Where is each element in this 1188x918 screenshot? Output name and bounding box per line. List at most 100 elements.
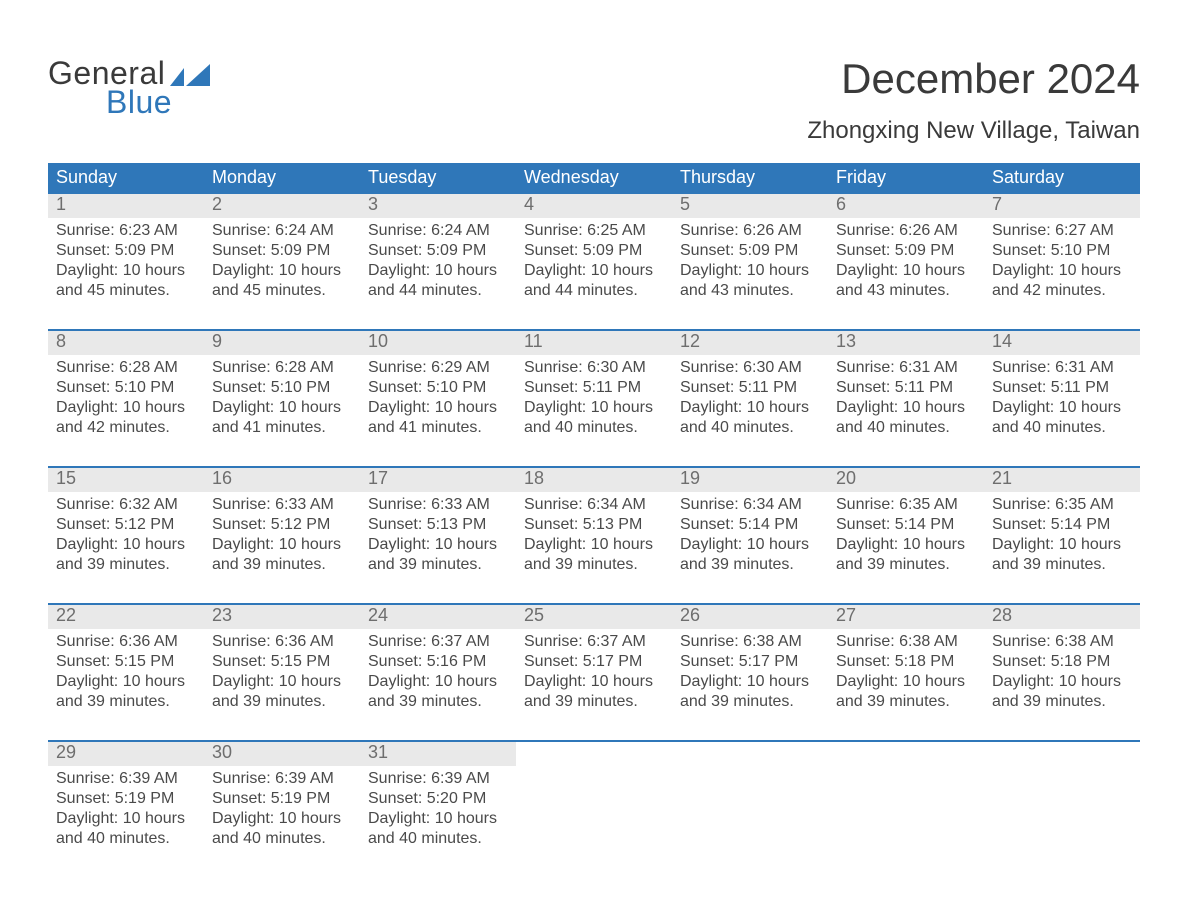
day-number-cell: 3 xyxy=(360,194,516,218)
daylight-text-1: Daylight: 10 hours xyxy=(992,535,1132,555)
daylight-text-1: Daylight: 10 hours xyxy=(56,398,196,418)
day-number-cell: 13 xyxy=(828,331,984,355)
daylight-text-1: Daylight: 10 hours xyxy=(212,261,352,281)
daylight-text-1: Daylight: 10 hours xyxy=(524,535,664,555)
sunrise-text: Sunrise: 6:34 AM xyxy=(680,495,820,515)
sunrise-text: Sunrise: 6:35 AM xyxy=(992,495,1132,515)
day-data-cell: Sunrise: 6:37 AMSunset: 5:17 PMDaylight:… xyxy=(516,629,672,741)
day-number-cell: 5 xyxy=(672,194,828,218)
day-number-row: 15161718192021 xyxy=(48,468,1140,492)
daylight-text-2: and 44 minutes. xyxy=(368,281,508,301)
dayhead-sun: Sunday xyxy=(48,163,204,194)
sunrise-text: Sunrise: 6:28 AM xyxy=(212,358,352,378)
day-data-cell: Sunrise: 6:39 AMSunset: 5:19 PMDaylight:… xyxy=(48,766,204,857)
daylight-text-2: and 43 minutes. xyxy=(836,281,976,301)
daylight-text-1: Daylight: 10 hours xyxy=(836,261,976,281)
day-header-row: Sunday Monday Tuesday Wednesday Thursday… xyxy=(48,163,1140,194)
day-number-cell xyxy=(828,742,984,766)
sunset-text: Sunset: 5:11 PM xyxy=(992,378,1132,398)
sunrise-text: Sunrise: 6:32 AM xyxy=(56,495,196,515)
day-data-cell: Sunrise: 6:36 AMSunset: 5:15 PMDaylight:… xyxy=(204,629,360,741)
day-data-cell: Sunrise: 6:28 AMSunset: 5:10 PMDaylight:… xyxy=(204,355,360,467)
day-number-cell: 8 xyxy=(48,331,204,355)
day-data-cell: Sunrise: 6:39 AMSunset: 5:19 PMDaylight:… xyxy=(204,766,360,857)
sunrise-text: Sunrise: 6:27 AM xyxy=(992,221,1132,241)
sunset-text: Sunset: 5:18 PM xyxy=(836,652,976,672)
day-data-row: Sunrise: 6:39 AMSunset: 5:19 PMDaylight:… xyxy=(48,766,1140,857)
daylight-text-1: Daylight: 10 hours xyxy=(992,398,1132,418)
day-data-cell: Sunrise: 6:31 AMSunset: 5:11 PMDaylight:… xyxy=(984,355,1140,467)
day-data-cell xyxy=(672,766,828,857)
day-number-cell: 24 xyxy=(360,605,516,629)
day-number-cell: 7 xyxy=(984,194,1140,218)
daylight-text-2: and 39 minutes. xyxy=(56,555,196,575)
day-data-cell: Sunrise: 6:26 AMSunset: 5:09 PMDaylight:… xyxy=(672,218,828,330)
day-data-cell: Sunrise: 6:37 AMSunset: 5:16 PMDaylight:… xyxy=(360,629,516,741)
dayhead-fri: Friday xyxy=(828,163,984,194)
daylight-text-2: and 39 minutes. xyxy=(992,555,1132,575)
daylight-text-1: Daylight: 10 hours xyxy=(680,672,820,692)
day-data-cell: Sunrise: 6:24 AMSunset: 5:09 PMDaylight:… xyxy=(360,218,516,330)
day-data-cell: Sunrise: 6:24 AMSunset: 5:09 PMDaylight:… xyxy=(204,218,360,330)
daylight-text-1: Daylight: 10 hours xyxy=(212,809,352,829)
day-number-cell: 31 xyxy=(360,742,516,766)
day-number-cell: 1 xyxy=(48,194,204,218)
sunset-text: Sunset: 5:14 PM xyxy=(836,515,976,535)
day-data-cell xyxy=(984,766,1140,857)
day-data-cell: Sunrise: 6:30 AMSunset: 5:11 PMDaylight:… xyxy=(516,355,672,467)
day-number-cell: 14 xyxy=(984,331,1140,355)
location: Zhongxing New Village, Taiwan xyxy=(807,117,1140,145)
day-number-row: 1234567 xyxy=(48,194,1140,218)
daylight-text-1: Daylight: 10 hours xyxy=(56,809,196,829)
day-data-cell: Sunrise: 6:34 AMSunset: 5:14 PMDaylight:… xyxy=(672,492,828,604)
day-number-row: 22232425262728 xyxy=(48,605,1140,629)
daylight-text-1: Daylight: 10 hours xyxy=(992,261,1132,281)
sunset-text: Sunset: 5:09 PM xyxy=(212,241,352,261)
day-number-cell: 19 xyxy=(672,468,828,492)
day-number-cell: 22 xyxy=(48,605,204,629)
day-data-row: Sunrise: 6:23 AMSunset: 5:09 PMDaylight:… xyxy=(48,218,1140,330)
sunset-text: Sunset: 5:09 PM xyxy=(680,241,820,261)
day-number-cell: 4 xyxy=(516,194,672,218)
sunset-text: Sunset: 5:09 PM xyxy=(56,241,196,261)
dayhead-thu: Thursday xyxy=(672,163,828,194)
daylight-text-2: and 39 minutes. xyxy=(836,692,976,712)
day-data-cell: Sunrise: 6:38 AMSunset: 5:17 PMDaylight:… xyxy=(672,629,828,741)
sunrise-text: Sunrise: 6:39 AM xyxy=(368,769,508,789)
day-number-cell: 27 xyxy=(828,605,984,629)
sunrise-text: Sunrise: 6:26 AM xyxy=(680,221,820,241)
day-data-cell: Sunrise: 6:28 AMSunset: 5:10 PMDaylight:… xyxy=(48,355,204,467)
dayhead-tue: Tuesday xyxy=(360,163,516,194)
day-data-cell: Sunrise: 6:38 AMSunset: 5:18 PMDaylight:… xyxy=(828,629,984,741)
daylight-text-2: and 39 minutes. xyxy=(56,692,196,712)
day-number-cell: 12 xyxy=(672,331,828,355)
sunrise-text: Sunrise: 6:38 AM xyxy=(680,632,820,652)
daylight-text-1: Daylight: 10 hours xyxy=(368,398,508,418)
day-number-cell: 25 xyxy=(516,605,672,629)
daylight-text-1: Daylight: 10 hours xyxy=(56,672,196,692)
day-number-cell: 23 xyxy=(204,605,360,629)
sunrise-text: Sunrise: 6:36 AM xyxy=(212,632,352,652)
daylight-text-1: Daylight: 10 hours xyxy=(212,535,352,555)
daylight-text-2: and 45 minutes. xyxy=(56,281,196,301)
month-title: December 2024 xyxy=(807,55,1140,103)
sunset-text: Sunset: 5:13 PM xyxy=(368,515,508,535)
daylight-text-2: and 39 minutes. xyxy=(368,692,508,712)
day-data-cell: Sunrise: 6:32 AMSunset: 5:12 PMDaylight:… xyxy=(48,492,204,604)
day-number-cell: 18 xyxy=(516,468,672,492)
sunrise-text: Sunrise: 6:24 AM xyxy=(368,221,508,241)
day-data-cell: Sunrise: 6:35 AMSunset: 5:14 PMDaylight:… xyxy=(828,492,984,604)
flag-icon xyxy=(170,64,210,86)
daylight-text-2: and 39 minutes. xyxy=(680,692,820,712)
day-data-cell: Sunrise: 6:25 AMSunset: 5:09 PMDaylight:… xyxy=(516,218,672,330)
sunset-text: Sunset: 5:20 PM xyxy=(368,789,508,809)
day-number-row: 891011121314 xyxy=(48,331,1140,355)
sunset-text: Sunset: 5:13 PM xyxy=(524,515,664,535)
daylight-text-1: Daylight: 10 hours xyxy=(368,261,508,281)
daylight-text-1: Daylight: 10 hours xyxy=(368,809,508,829)
sunrise-text: Sunrise: 6:29 AM xyxy=(368,358,508,378)
daylight-text-2: and 39 minutes. xyxy=(368,555,508,575)
day-data-cell: Sunrise: 6:33 AMSunset: 5:13 PMDaylight:… xyxy=(360,492,516,604)
sunset-text: Sunset: 5:10 PM xyxy=(368,378,508,398)
day-data-cell: Sunrise: 6:31 AMSunset: 5:11 PMDaylight:… xyxy=(828,355,984,467)
